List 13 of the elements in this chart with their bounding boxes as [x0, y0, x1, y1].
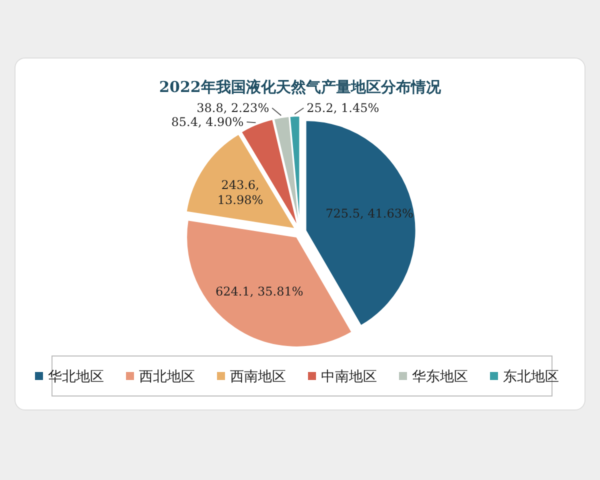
legend-label: 西北地区	[139, 369, 195, 385]
legend-label: 东北地区	[503, 369, 559, 385]
legend-label: 中南地区	[321, 369, 377, 385]
data-label: 38.8, 2.23%	[196, 101, 270, 115]
data-label: 243.6, 13.98%	[217, 178, 264, 207]
legend-label: 西南地区	[230, 369, 286, 385]
data-label: 85.4, 4.90%	[171, 115, 244, 129]
chart-title: 2022年我国液化天然气产量地区分布情况	[159, 78, 442, 96]
legend-label: 华东地区	[412, 369, 468, 385]
data-label: 624.1, 35.81%	[216, 284, 304, 298]
data-label: 25.2, 1.45%	[306, 101, 380, 115]
legend-label: 华北地区	[48, 369, 104, 385]
data-label: 725.5, 41.63%	[326, 206, 414, 220]
